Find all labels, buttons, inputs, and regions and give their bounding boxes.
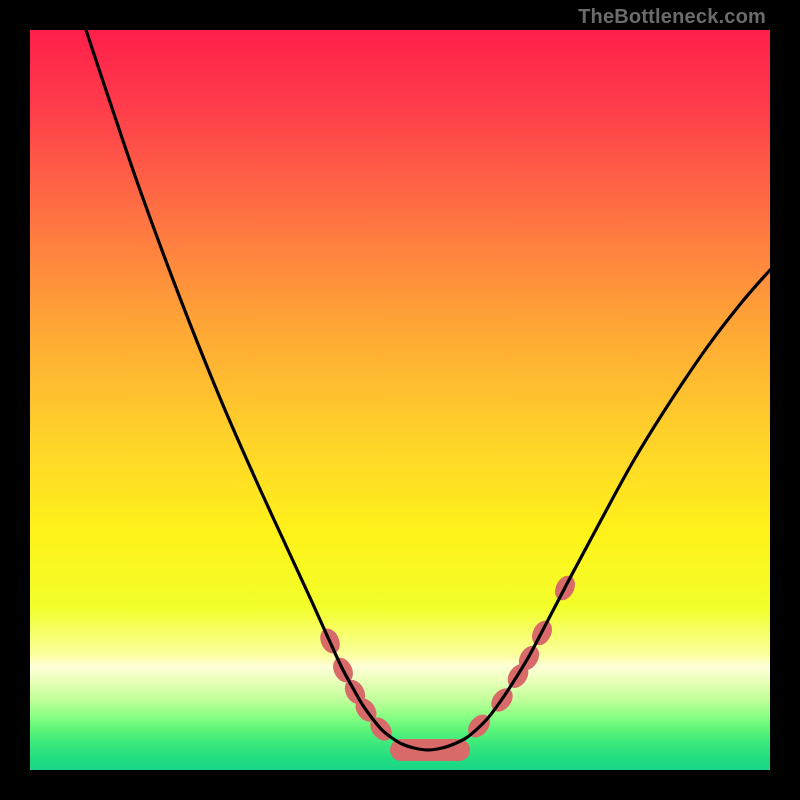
plot-area (30, 30, 770, 770)
outer-frame: TheBottleneck.com (0, 0, 800, 800)
chart-background (30, 30, 770, 770)
chart-svg (30, 30, 770, 770)
watermark-text: TheBottleneck.com (578, 6, 766, 29)
